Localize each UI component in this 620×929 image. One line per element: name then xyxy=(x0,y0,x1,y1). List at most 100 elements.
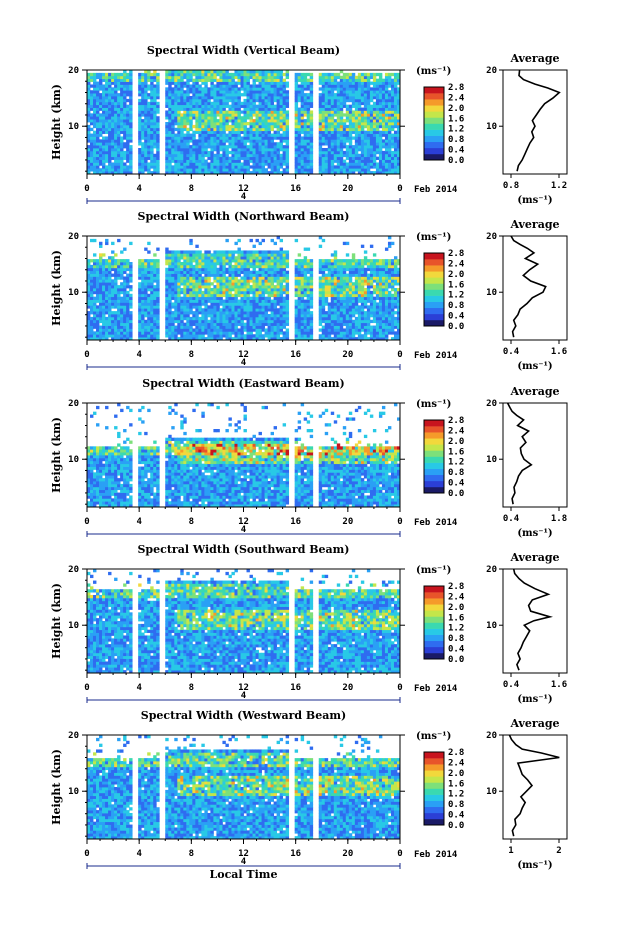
heatmap-cell xyxy=(138,322,142,326)
heatmap-cell xyxy=(372,171,377,175)
heatmap-cell xyxy=(213,107,217,111)
heatmap-cell xyxy=(114,93,118,97)
heatmap-cell xyxy=(303,153,308,158)
heatmap-cell xyxy=(225,119,229,123)
heatmap-cell xyxy=(117,288,121,292)
heatmap-cell xyxy=(177,285,181,289)
heatmap-cell xyxy=(117,84,121,88)
colorbar-swatch xyxy=(424,129,444,136)
heatmap-cell xyxy=(342,84,347,88)
heatmap-cell xyxy=(114,150,118,155)
heatmap-cell xyxy=(93,262,97,266)
heatmap-cell xyxy=(249,270,253,274)
heatmap-cell xyxy=(186,116,190,120)
heatmap-cell xyxy=(246,319,250,324)
heatmap-cell xyxy=(171,171,175,175)
heatmap-cell xyxy=(105,293,109,298)
heatmap-cell xyxy=(156,285,160,289)
heatmap-cell xyxy=(102,113,106,117)
heatmap-cell xyxy=(177,331,181,335)
heatmap-cell xyxy=(126,136,130,140)
heatmap-cell xyxy=(180,282,184,286)
heatmap-cell xyxy=(111,314,115,318)
heatmap-cell xyxy=(123,156,127,160)
heatmap-cell xyxy=(324,93,329,97)
heatmap-cell xyxy=(171,81,175,85)
heatmap-cell xyxy=(240,139,244,143)
heatmap-cell xyxy=(204,87,208,91)
heatmap-cell xyxy=(270,153,274,158)
heatmap-cell xyxy=(186,150,190,155)
heatmap-cell xyxy=(126,302,130,306)
heatmap-cell xyxy=(210,104,214,108)
heatmap-cell xyxy=(171,250,175,254)
heatmap-cell xyxy=(381,113,386,117)
heatmap-cell xyxy=(189,302,193,306)
heatmap-cell xyxy=(174,331,178,335)
heatmap-cell xyxy=(348,139,353,143)
heatmap-cell xyxy=(309,81,314,85)
heatmap-cell xyxy=(345,107,350,111)
heatmap-cell xyxy=(198,168,202,172)
heatmap-cell xyxy=(183,153,187,158)
heatmap-cell xyxy=(270,136,274,140)
heatmap-cell xyxy=(93,337,97,341)
heatmap-cell xyxy=(120,142,124,146)
heatmap-cell xyxy=(156,328,160,332)
heatmap-cell xyxy=(282,162,287,166)
heatmap-cell xyxy=(210,322,214,326)
heatmap-cell xyxy=(363,122,368,126)
heatmap-cell xyxy=(156,110,160,114)
heatmap-cell xyxy=(189,253,193,257)
heatmap-cell xyxy=(153,273,157,277)
heatmap-cell xyxy=(306,133,311,137)
heatmap-cell xyxy=(204,98,208,103)
heatmap-cell xyxy=(201,279,205,283)
heatmap-cell xyxy=(339,153,344,158)
heatmap-cell xyxy=(165,259,169,263)
heatmap-cell xyxy=(225,145,229,149)
heatmap-cell xyxy=(252,259,256,263)
heatmap-cell xyxy=(255,302,259,306)
heatmap-cell xyxy=(297,90,302,94)
heatmap-cell xyxy=(384,156,389,160)
heatmap-cell xyxy=(351,119,356,123)
heatmap-cell xyxy=(111,165,115,169)
heatmap-cell xyxy=(270,316,274,321)
heatmap-cell xyxy=(324,81,329,85)
heatmap-cell xyxy=(240,290,244,295)
heatmap-cell xyxy=(192,142,196,146)
heatmap-cell xyxy=(249,127,253,132)
heatmap-cell xyxy=(327,136,332,140)
heatmap-cell xyxy=(222,84,226,88)
heatmap-cell xyxy=(228,93,232,97)
heatmap-cell xyxy=(267,96,271,100)
heatmap-cell xyxy=(129,78,133,82)
heatmap-cell xyxy=(222,285,226,289)
heatmap-cell xyxy=(300,98,305,103)
heatmap-cell xyxy=(87,305,91,309)
heatmap-cell xyxy=(237,285,241,289)
heatmap-cell xyxy=(171,311,175,315)
heatmap-cell xyxy=(249,165,253,169)
heatmap-cell xyxy=(255,296,259,300)
heatmap-cell xyxy=(141,264,145,269)
average-unit: (ms⁻¹) xyxy=(517,195,552,206)
heatmap-cell xyxy=(147,87,151,91)
heatmap-cell xyxy=(87,282,91,286)
heatmap-cell xyxy=(192,145,196,149)
heatmap-cell xyxy=(222,171,226,175)
heatmap-cell xyxy=(198,305,202,309)
heatmap-cell xyxy=(93,279,97,283)
heatmap-cell xyxy=(369,104,374,108)
heatmap-cell xyxy=(174,250,178,254)
heatmap-cell xyxy=(207,130,211,134)
heatmap-cell xyxy=(213,302,217,306)
heatmap-cell xyxy=(357,104,362,108)
heatmap-cell xyxy=(294,136,299,140)
heatmap-cell xyxy=(225,87,229,91)
heatmap-cell xyxy=(264,153,268,158)
heatmap-cell xyxy=(144,273,148,277)
heatmap-cell xyxy=(219,87,223,91)
heatmap-cell xyxy=(258,285,262,289)
